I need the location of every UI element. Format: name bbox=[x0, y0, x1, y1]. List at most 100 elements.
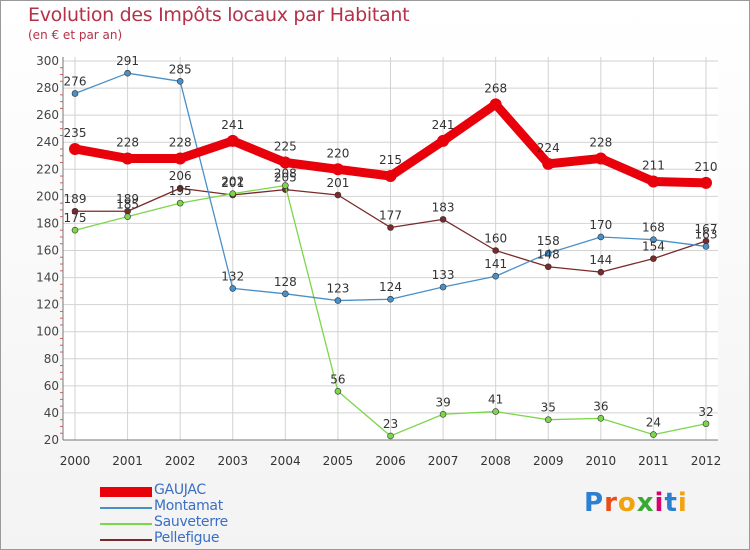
data-label-sauveterre: 24 bbox=[646, 416, 661, 430]
data-point-gaujac bbox=[69, 142, 81, 155]
axes: 20 40 60 80 100 120 140 160 180 200 220 240 260 280 30… bbox=[36, 54, 721, 468]
data-label-sauveterre: 56 bbox=[330, 372, 345, 386]
legend-label-pellefigue: Pellefigue bbox=[154, 530, 220, 546]
y-tick-label: 280 bbox=[36, 81, 59, 95]
data-point-montamat bbox=[544, 249, 552, 257]
legend-item-montamat: Montamat bbox=[100, 498, 300, 516]
data-label-montamat: 132 bbox=[221, 269, 244, 283]
data-label-gaujac: 224 bbox=[537, 141, 560, 155]
chart-title: Evolution des Impôts locaux par Habitant bbox=[28, 4, 410, 26]
logo-letter: r bbox=[604, 488, 618, 518]
data-point-sauveterre bbox=[387, 432, 394, 440]
data-label-pellefigue: 160 bbox=[484, 232, 507, 246]
data-label-sauveterre: 36 bbox=[593, 399, 608, 413]
data-label-montamat: 133 bbox=[432, 268, 455, 282]
x-tick-label: 2008 bbox=[480, 454, 511, 468]
data-point-pellefigue bbox=[176, 184, 184, 192]
data-label-gaujac: 225 bbox=[274, 140, 297, 154]
data-point-sauveterre bbox=[492, 408, 499, 415]
y-tick-label: 60 bbox=[44, 379, 59, 393]
data-point-pellefigue bbox=[597, 268, 605, 276]
data-point-pellefigue bbox=[650, 255, 657, 262]
data-label-gaujac: 215 bbox=[379, 153, 402, 167]
data-label-pellefigue: 206 bbox=[169, 169, 192, 183]
data-point-sauveterre bbox=[702, 420, 710, 428]
data-point-montamat bbox=[334, 297, 342, 304]
data-label-gaujac: 211 bbox=[642, 158, 665, 172]
data-label-sauveterre: 23 bbox=[383, 417, 398, 431]
data-point-pellefigue bbox=[387, 224, 394, 231]
data-point-montamat bbox=[229, 285, 237, 292]
data-point-montamat bbox=[282, 290, 289, 298]
legend-swatch-pellefigue bbox=[100, 539, 152, 541]
data-label-montamat: 124 bbox=[379, 280, 402, 294]
data-label-pellefigue: 189 bbox=[64, 192, 87, 206]
data-label-montamat: 158 bbox=[537, 234, 560, 248]
x-tick-label: 2012 bbox=[691, 454, 722, 468]
data-label-pellefigue: 177 bbox=[379, 208, 402, 222]
data-point-montamat bbox=[492, 272, 499, 280]
data-point-pellefigue bbox=[71, 207, 79, 215]
data-label-montamat: 163 bbox=[695, 227, 718, 241]
data-label-sauveterre: 195 bbox=[169, 184, 192, 198]
legend-item-gaujac: GAUJAC bbox=[100, 482, 300, 500]
logo-letter: x bbox=[636, 488, 655, 518]
proxiti-logo: Proxiti bbox=[584, 488, 688, 518]
data-label-sauveterre: 32 bbox=[698, 405, 713, 419]
data-label-sauveterre: 41 bbox=[488, 393, 503, 407]
legend-swatch-montamat bbox=[100, 507, 152, 509]
data-point-gaujac bbox=[384, 170, 397, 183]
data-label-pellefigue: 205 bbox=[274, 171, 297, 185]
data-label-pellefigue: 144 bbox=[589, 253, 612, 267]
data-point-gaujac bbox=[700, 176, 712, 189]
chart-subtitle: (en € et par an) bbox=[28, 28, 123, 42]
legend-label-gaujac: GAUJAC bbox=[154, 482, 206, 498]
x-tick-label: 2002 bbox=[165, 454, 196, 468]
data-point-sauveterre bbox=[229, 190, 237, 197]
data-label-gaujac: 241 bbox=[221, 118, 244, 132]
y-tick-label: 260 bbox=[36, 108, 59, 122]
y-tick-label: 180 bbox=[36, 216, 59, 230]
data-label-montamat: 123 bbox=[326, 282, 349, 296]
data-label-montamat: 170 bbox=[589, 218, 612, 232]
data-label-montamat: 128 bbox=[274, 275, 297, 289]
data-label-sauveterre: 35 bbox=[541, 401, 556, 415]
data-point-pellefigue bbox=[334, 191, 342, 199]
data-label-pellefigue: 167 bbox=[695, 222, 718, 236]
y-tick-label: 220 bbox=[36, 162, 59, 176]
data-point-montamat bbox=[650, 236, 657, 243]
data-point-gaujac bbox=[489, 98, 502, 111]
data-point-sauveterre bbox=[544, 416, 552, 423]
data-point-gaujac bbox=[647, 175, 660, 188]
data-point-montamat bbox=[597, 233, 605, 241]
data-point-pellefigue bbox=[544, 263, 552, 271]
data-label-gaujac: 241 bbox=[432, 118, 455, 132]
data-label-sauveterre: 39 bbox=[435, 395, 450, 409]
series bbox=[69, 69, 712, 440]
data-point-gaujac bbox=[121, 152, 134, 165]
data-label-sauveterre: 208 bbox=[274, 167, 297, 181]
y-tick-label: 240 bbox=[36, 135, 59, 149]
logo-letter: o bbox=[617, 488, 637, 518]
y-tick-label: 300 bbox=[36, 54, 59, 68]
data-point-montamat bbox=[71, 90, 79, 97]
data-label-pellefigue: 148 bbox=[537, 248, 560, 262]
data-label-gaujac: 210 bbox=[695, 160, 718, 174]
logo-letter: i bbox=[654, 488, 665, 518]
data-label-gaujac: 228 bbox=[589, 135, 612, 149]
x-tick-label: 2000 bbox=[60, 454, 91, 468]
data-label-pellefigue: 201 bbox=[221, 176, 244, 190]
data-point-sauveterre bbox=[439, 410, 447, 418]
legend-item-sauveterre: Sauveterre bbox=[100, 514, 300, 532]
data-point-gaujac bbox=[279, 156, 292, 169]
data-label-pellefigue: 154 bbox=[642, 240, 665, 254]
data-point-montamat bbox=[176, 78, 184, 85]
data-point-gaujac bbox=[542, 157, 555, 170]
data-point-pellefigue bbox=[439, 216, 447, 223]
data-point-sauveterre bbox=[597, 415, 605, 422]
data-label-pellefigue: 201 bbox=[326, 176, 349, 190]
data-point-sauveterre bbox=[71, 226, 79, 234]
data-label-gaujac: 268 bbox=[484, 81, 507, 95]
data-point-sauveterre bbox=[282, 182, 289, 189]
